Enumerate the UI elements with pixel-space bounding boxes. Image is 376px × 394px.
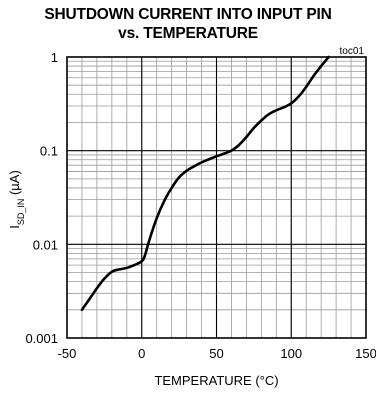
- chart-title: SHUTDOWN CURRENT INTO INPUT PIN: [44, 6, 332, 23]
- y-tick-labels: 0.001 0.01 0.1 1: [25, 50, 58, 346]
- y-axis-label-unit: (µA): [7, 170, 22, 198]
- major-gridlines: [67, 57, 366, 338]
- x-tick-labels: -50 0 50 100 150: [58, 346, 376, 361]
- data-line: [80, 55, 330, 312]
- y-axis-label-main: I: [7, 225, 22, 229]
- y-tick-label: 0.01: [33, 237, 58, 252]
- x-tick-label: 100: [280, 346, 302, 361]
- x-tick-label: 150: [355, 346, 376, 361]
- y-axis-label-subscript: SD_IN: [16, 199, 26, 226]
- y-tick-label: 0.1: [40, 144, 58, 159]
- x-axis-label: TEMPERATURE (°C): [154, 373, 278, 388]
- chart-subtitle: vs. TEMPERATURE: [118, 25, 258, 42]
- y-tick-label: 0.001: [25, 331, 58, 346]
- y-axis-label: ISD_IN (µA): [7, 170, 26, 229]
- figure-id-label: toc01: [340, 46, 365, 57]
- y-tick-label: 1: [51, 50, 58, 65]
- plot-frame: [66, 56, 367, 339]
- x-tick-label: 0: [138, 346, 145, 361]
- x-tick-label: 50: [209, 346, 223, 361]
- x-tick-label: -50: [58, 346, 77, 361]
